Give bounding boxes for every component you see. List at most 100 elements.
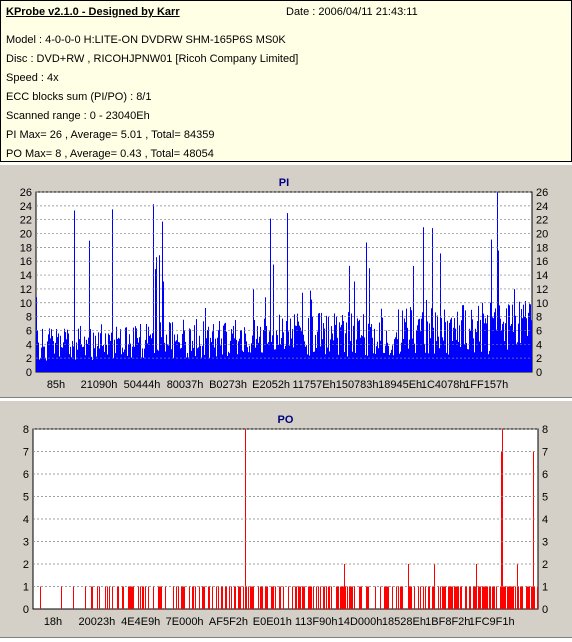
bar bbox=[409, 586, 410, 609]
bar bbox=[465, 586, 466, 609]
bar bbox=[532, 586, 533, 609]
bar bbox=[352, 351, 353, 372]
bar bbox=[72, 340, 73, 372]
y-tick-label-right: 1 bbox=[542, 582, 548, 594]
bar bbox=[415, 352, 416, 372]
y-tick-label-left: 18 bbox=[20, 242, 32, 254]
bar bbox=[507, 586, 508, 609]
y-tick-label-right: 5 bbox=[542, 492, 548, 504]
bar bbox=[337, 586, 338, 609]
bar bbox=[318, 586, 319, 609]
bar bbox=[480, 319, 481, 372]
bar bbox=[413, 265, 414, 372]
bar bbox=[82, 347, 83, 372]
bar bbox=[478, 586, 479, 609]
bar bbox=[269, 331, 270, 372]
bar bbox=[460, 346, 461, 372]
bar bbox=[231, 329, 232, 372]
bar bbox=[319, 312, 320, 372]
bar bbox=[432, 586, 433, 609]
bar bbox=[193, 586, 194, 609]
y-tick-label-left: 2 bbox=[26, 353, 32, 365]
bar bbox=[231, 586, 232, 609]
y-tick-label-right: 3 bbox=[542, 537, 548, 549]
bar bbox=[89, 240, 90, 372]
bar bbox=[320, 586, 321, 609]
bar bbox=[308, 586, 309, 609]
bar bbox=[83, 346, 84, 372]
bar bbox=[400, 586, 401, 609]
bar bbox=[497, 192, 498, 372]
bar bbox=[508, 304, 509, 372]
bar bbox=[162, 221, 163, 372]
bar bbox=[260, 326, 261, 372]
bar bbox=[329, 351, 330, 372]
y-tick-label-right: 20 bbox=[536, 229, 548, 241]
bar bbox=[452, 341, 453, 372]
bar bbox=[307, 354, 308, 372]
po-summary-line: PO Max= 8 , Average= 0.43 , Total= 48054 bbox=[6, 148, 214, 160]
bar bbox=[106, 344, 107, 372]
bar bbox=[282, 318, 283, 372]
bar bbox=[478, 305, 479, 372]
bar bbox=[142, 348, 143, 372]
y-tick-label-right: 7 bbox=[542, 447, 548, 459]
bar bbox=[273, 586, 274, 609]
bar bbox=[450, 586, 451, 609]
bar bbox=[261, 352, 262, 372]
bar bbox=[46, 360, 47, 372]
bar bbox=[310, 586, 311, 609]
bar bbox=[243, 351, 244, 372]
bar bbox=[387, 342, 388, 372]
bar bbox=[421, 318, 422, 372]
bar bbox=[349, 586, 350, 609]
bar bbox=[39, 359, 40, 372]
bar bbox=[209, 586, 210, 609]
bar bbox=[158, 350, 159, 372]
bar bbox=[73, 586, 74, 609]
bar bbox=[44, 346, 45, 372]
bar bbox=[518, 323, 519, 372]
bar bbox=[166, 334, 167, 372]
bar bbox=[521, 309, 522, 372]
bar bbox=[291, 338, 292, 372]
bar bbox=[342, 314, 343, 372]
bar bbox=[443, 586, 444, 609]
bar bbox=[324, 586, 325, 609]
bar bbox=[285, 345, 286, 372]
speed-line: Speed : 4x bbox=[6, 72, 59, 84]
bar bbox=[268, 342, 269, 372]
bar bbox=[74, 210, 75, 372]
bar bbox=[475, 586, 476, 609]
bar bbox=[103, 344, 104, 372]
bar bbox=[318, 313, 319, 372]
bar bbox=[507, 349, 508, 372]
bar bbox=[272, 335, 273, 372]
bar bbox=[380, 586, 381, 609]
bar bbox=[145, 339, 146, 372]
bar bbox=[202, 345, 203, 372]
bar bbox=[329, 586, 330, 609]
bar bbox=[342, 586, 343, 609]
bar bbox=[483, 313, 484, 372]
bar bbox=[345, 586, 346, 609]
bar bbox=[341, 586, 342, 609]
bar bbox=[425, 586, 426, 609]
bar bbox=[105, 333, 106, 372]
bar bbox=[270, 218, 271, 372]
bar bbox=[85, 355, 86, 372]
bar bbox=[278, 344, 279, 372]
chart-title: PI bbox=[279, 177, 289, 189]
y-tick-label-left: 16 bbox=[20, 256, 32, 268]
x-tick-label: E2052h bbox=[252, 379, 290, 391]
bar bbox=[258, 342, 259, 372]
bar bbox=[171, 349, 172, 372]
bar bbox=[445, 586, 446, 609]
y-tick-label-left: 2 bbox=[23, 559, 29, 571]
bar bbox=[343, 586, 344, 609]
bar bbox=[99, 348, 100, 372]
bar bbox=[92, 586, 93, 609]
bar bbox=[64, 328, 65, 372]
bar bbox=[523, 304, 524, 372]
bar bbox=[520, 343, 521, 372]
